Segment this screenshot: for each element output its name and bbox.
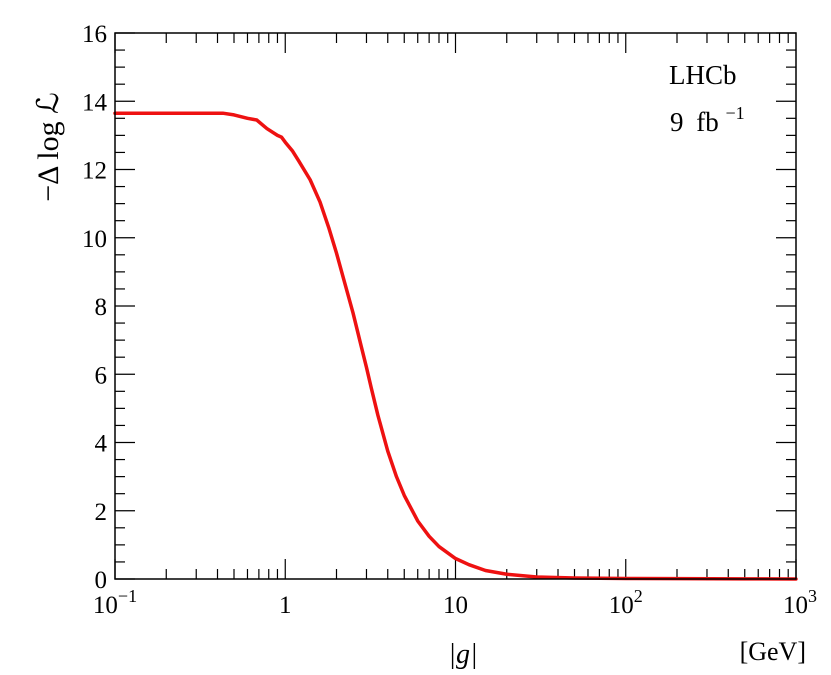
- y-tick-label: 4: [95, 431, 108, 458]
- x-tick-label: 103: [783, 586, 817, 619]
- y-tick-label: 8: [95, 294, 108, 321]
- x-tick-label: 102: [609, 586, 643, 619]
- experiment-label: LHCb: [669, 60, 737, 90]
- y-tick-label: 0: [95, 567, 108, 594]
- y-tick-label: 16: [82, 21, 107, 48]
- x-tick-label: 10−1: [93, 586, 137, 619]
- series-line: [113, 111, 798, 581]
- x-tick-label: 10: [443, 592, 468, 619]
- x-axis-unit: [GeV]: [740, 637, 806, 666]
- x-axis-title: |g|: [448, 639, 477, 670]
- x-tick-label: 1: [279, 592, 292, 619]
- y-axis-title: −Δ log ℒ: [32, 92, 65, 202]
- luminosity-label: 9 fb −1: [670, 103, 745, 137]
- y-tick-label: 10: [82, 226, 107, 253]
- y-tick-label: 14: [82, 89, 108, 116]
- y-tick-label: 2: [95, 499, 108, 526]
- luminosity-exponent: −1: [726, 103, 745, 123]
- plot-frame: [114, 32, 797, 580]
- tick-labels: 0 2 4 6 8 10 12 14 16 10−1 1 10 102 103: [82, 21, 817, 619]
- luminosity-value: 9: [670, 107, 684, 137]
- y-tick-label: 12: [82, 158, 107, 185]
- luminosity-unit: fb: [696, 107, 719, 137]
- plot-area: [113, 111, 798, 581]
- y-tick-label: 6: [95, 362, 108, 389]
